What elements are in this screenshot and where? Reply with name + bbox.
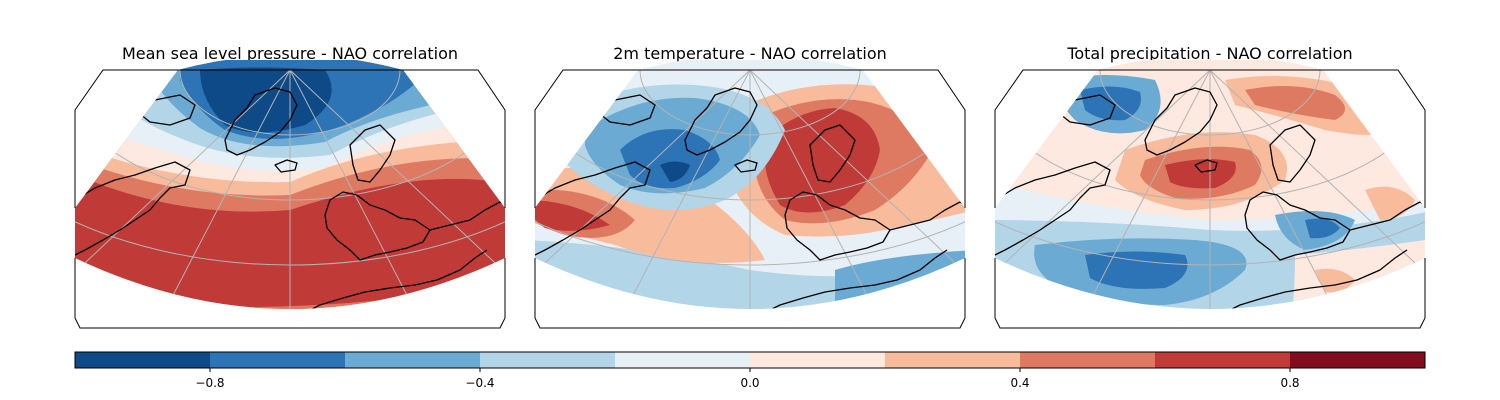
gridline [154, 69, 291, 309]
coastline-middle-east [429, 201, 505, 231]
gridline [614, 69, 751, 309]
colorbar-segment [1020, 352, 1155, 368]
colorbar-segment [615, 352, 750, 368]
field-fill [660, 161, 690, 182]
coastlines-mslp [75, 87, 505, 309]
colorbar-tick-label: −0.8 [195, 376, 224, 390]
coastline-arctic-islands [134, 94, 196, 126]
field-fill [1305, 218, 1340, 239]
colorbar-segment [210, 352, 345, 368]
map-frame [534, 69, 966, 329]
field-fill [1165, 159, 1236, 189]
field-fill [620, 129, 720, 189]
colorbar-segment [75, 352, 210, 368]
map-frame [994, 69, 1426, 329]
panel-title-t2m: 2m temperature - NAO correlation [613, 44, 887, 63]
coastline-africa [279, 249, 488, 309]
colorbar: −0.8 −0.4 0.0 0.4 0.8 [74, 351, 1426, 390]
colorbar-segment [1155, 352, 1290, 368]
map-frame [74, 69, 506, 329]
coastline-scandinavia [349, 124, 396, 183]
colorbar-segment [345, 352, 480, 368]
gridline [1074, 69, 1211, 309]
coastline-canada [995, 161, 1111, 256]
coastline-greenland [1144, 87, 1218, 156]
coastline-middle-east [889, 201, 965, 231]
coastline-middle-east [1349, 201, 1425, 231]
colorbar-ticks: −0.8 −0.4 0.0 0.4 0.8 [195, 368, 1300, 390]
coastline-africa [1199, 249, 1408, 309]
coastline-iceland [734, 159, 758, 173]
coastlines-t2m [535, 87, 965, 309]
field-fill [1245, 86, 1345, 120]
coastline-europe [1244, 191, 1351, 261]
colorbar-tick-label: 0.0 [740, 376, 759, 390]
coastline-iceland [1194, 159, 1218, 173]
coastline-greenland [684, 87, 758, 156]
colorbar-tick-label: 0.8 [1280, 376, 1299, 390]
coastline-arctic-islands [1054, 94, 1116, 126]
coastline-canada [75, 161, 191, 256]
coastlines-tp [995, 87, 1425, 309]
colorbar-tick-label: −0.4 [465, 376, 494, 390]
colorbar-segments [75, 352, 1425, 368]
field-fill [535, 200, 610, 231]
colorbar-tick-label: 0.4 [1010, 376, 1029, 390]
coastline-canada [535, 161, 651, 256]
coastline-greenland [224, 87, 298, 156]
coastline-africa [739, 249, 948, 309]
coastline-europe [784, 191, 891, 261]
field-fill [535, 168, 765, 263]
coastline-arctic-islands [594, 94, 656, 126]
field-fill [835, 250, 965, 309]
panel-title-tp: Total precipitation - NAO correlation [1067, 44, 1353, 63]
coastline-scandinavia [1269, 124, 1316, 183]
map-panel-tp [994, 55, 1426, 329]
colorbar-segment [480, 352, 615, 368]
panel-title-mslp: Mean sea level pressure - NAO correlatio… [121, 44, 459, 63]
coastline-iceland [274, 159, 298, 173]
colorbar-segment [750, 352, 885, 368]
field-fill [200, 67, 332, 133]
colorbar-segment [1290, 352, 1425, 368]
map-panel-mslp [74, 55, 506, 329]
coastline-europe [324, 191, 431, 261]
colorbar-segment [885, 352, 1020, 368]
coastline-scandinavia [809, 124, 856, 183]
